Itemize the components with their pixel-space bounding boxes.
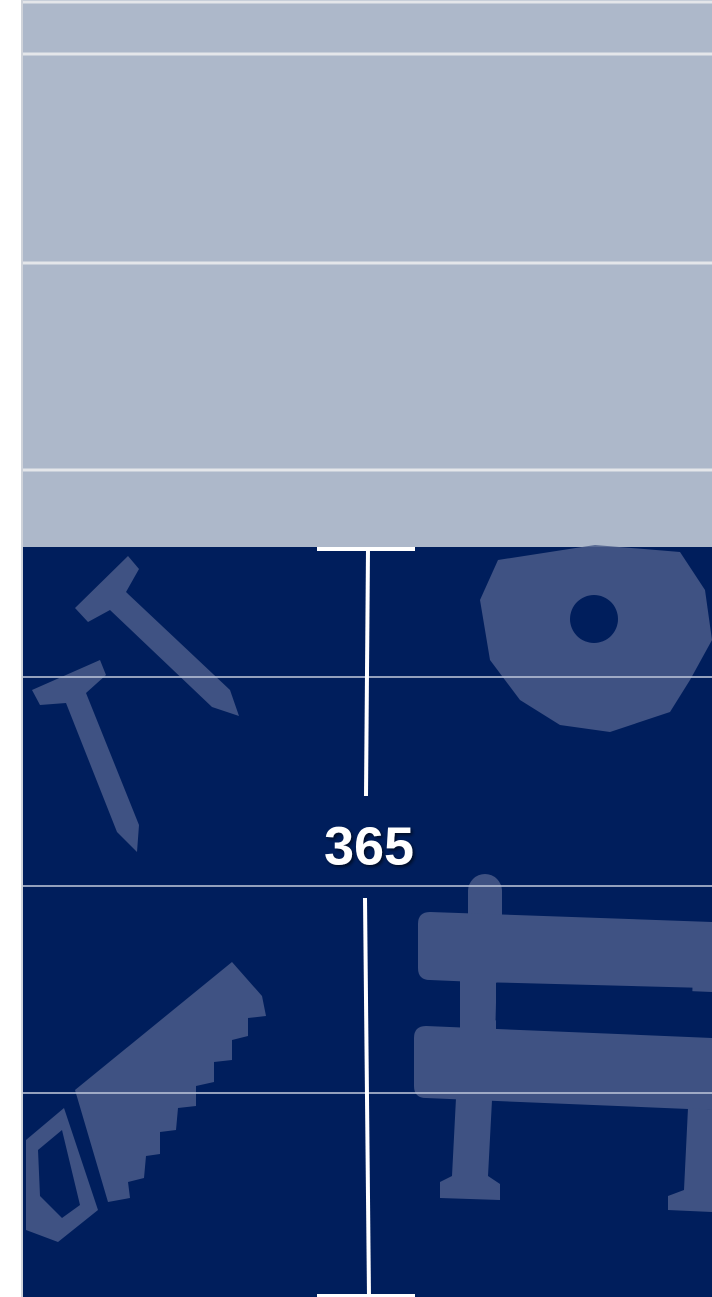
barricade-leg-right [668,1108,712,1212]
upper-dividers [22,0,712,472]
range-marker [317,547,415,1297]
barricade-post-mid [460,980,496,1030]
barricade-board-2 [414,1026,712,1110]
duration-label: 365 [324,816,414,876]
handsaw-icon [75,962,266,1202]
upper-panel [22,0,712,547]
icon-cutouts [38,595,693,1218]
barricade-leg-left [440,1098,500,1200]
barricade-board-1 [418,912,712,992]
pick-icon [32,660,139,852]
